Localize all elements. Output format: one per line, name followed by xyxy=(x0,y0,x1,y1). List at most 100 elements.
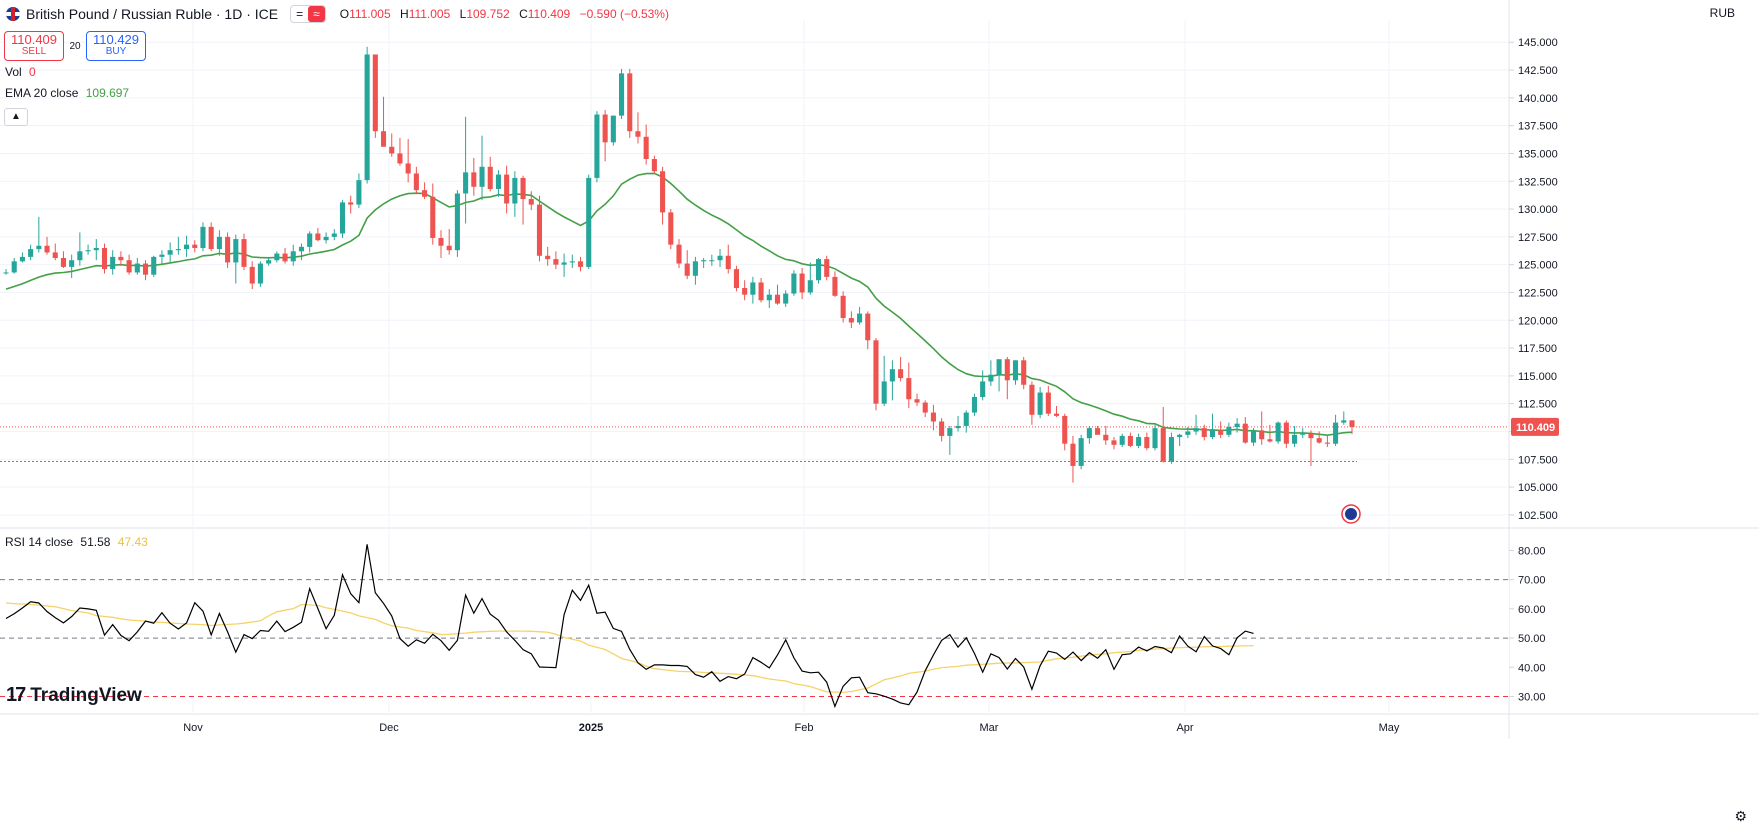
buy-button[interactable]: 110.429 BUY xyxy=(86,31,146,61)
candle-body xyxy=(1349,420,1355,427)
candle-body xyxy=(1070,443,1076,466)
candle-body xyxy=(1292,434,1298,444)
candle-body xyxy=(307,233,313,247)
candle-body xyxy=(36,245,42,250)
candle-body xyxy=(184,244,190,250)
candle-body xyxy=(364,54,370,181)
candle-body xyxy=(151,256,157,275)
rsi-tick-label: 30.00 xyxy=(1518,691,1546,703)
time-tick-label: Mar xyxy=(980,722,999,734)
candle-body xyxy=(1242,423,1248,443)
equals-icon[interactable]: = xyxy=(296,7,304,21)
rsi-tick-label: 40.00 xyxy=(1518,662,1546,674)
candle-body xyxy=(323,236,329,241)
candle-body xyxy=(405,163,411,174)
rsi-tick-label: 70.00 xyxy=(1518,575,1546,587)
candle-body xyxy=(717,255,723,261)
symbol-title[interactable]: British Pound / Russian Ruble · 1D · ICE xyxy=(26,6,279,22)
candle-body xyxy=(1308,433,1314,439)
candle-body xyxy=(750,282,756,295)
ema-value: 109.697 xyxy=(85,86,130,100)
candle-body xyxy=(643,136,649,160)
ema-legend[interactable]: EMA 20 close 109.697 xyxy=(5,86,129,100)
rsi-tick-label: 80.00 xyxy=(1518,545,1546,557)
candle-body xyxy=(1119,435,1125,445)
candle-body xyxy=(1201,428,1207,438)
candle-body xyxy=(315,233,321,241)
candle-body xyxy=(1234,423,1240,428)
approx-icon[interactable]: ≈ xyxy=(308,6,325,22)
candle-body xyxy=(192,244,198,248)
volume-legend[interactable]: Vol 0 xyxy=(5,65,36,79)
time-tick-label: Dec xyxy=(379,722,399,734)
candle-body xyxy=(52,252,58,258)
spread-value: 20 xyxy=(69,40,81,52)
buy-price: 110.429 xyxy=(92,32,140,47)
candle-body xyxy=(389,146,395,154)
candle-body xyxy=(594,114,600,178)
candle-body xyxy=(1333,422,1339,444)
rsi-ma-value: 47.43 xyxy=(117,535,148,549)
price-tick-label: 125.000 xyxy=(1518,260,1558,272)
candle-body xyxy=(815,259,822,281)
time-tick-label: Apr xyxy=(1176,722,1193,734)
price-tick-label: 142.500 xyxy=(1518,65,1558,77)
candle-body xyxy=(446,245,452,251)
candle-body xyxy=(159,254,165,257)
last-price-tag xyxy=(1511,417,1559,436)
candle-body xyxy=(77,251,83,261)
vol-value: 0 xyxy=(29,65,36,79)
sell-button[interactable]: 110.409 SELL xyxy=(4,31,64,61)
price-tick-label: 137.500 xyxy=(1518,121,1558,133)
high-label: H xyxy=(400,7,409,21)
candle-body xyxy=(545,255,551,260)
candle-body xyxy=(1259,430,1265,440)
compare-pill[interactable]: = ≈ xyxy=(290,5,326,23)
candle-body xyxy=(536,204,543,256)
gear-icon[interactable]: ⚙ xyxy=(1734,808,1747,824)
currency-label[interactable]: RUB xyxy=(1709,6,1735,20)
candle-body xyxy=(1012,360,1019,381)
candle-body xyxy=(216,236,222,250)
time-tick-label: May xyxy=(1379,722,1400,734)
candle-body xyxy=(372,54,378,132)
candle-body xyxy=(660,171,666,213)
candle-body xyxy=(274,253,280,261)
candle-body xyxy=(963,412,969,426)
candle-body xyxy=(282,253,288,262)
change-value: −0.590 (−0.53%) xyxy=(579,7,669,21)
candle-body xyxy=(3,272,9,274)
candle-body xyxy=(996,359,1002,375)
tradingview-logo-icon: 17 xyxy=(6,684,26,706)
candle-body xyxy=(586,177,592,267)
candle-body xyxy=(69,260,75,267)
candle-body xyxy=(881,381,887,404)
candle-body xyxy=(939,421,945,436)
chevron-up-icon[interactable]: ▲ xyxy=(4,108,28,126)
candle-body xyxy=(504,174,510,204)
candle-body xyxy=(471,172,477,187)
candle-body xyxy=(889,369,895,382)
candle-body xyxy=(126,260,132,273)
candle-body xyxy=(783,293,789,304)
rsi-legend[interactable]: RSI 14 close 51.58 47.43 xyxy=(5,535,148,549)
candle-body xyxy=(1324,442,1330,444)
candle-body xyxy=(60,257,66,267)
candle-body xyxy=(898,369,904,379)
candle-body xyxy=(980,381,986,397)
candle-body xyxy=(528,199,534,205)
candle-body xyxy=(602,114,608,143)
candle-body xyxy=(807,280,813,293)
sell-label: SELL xyxy=(21,46,47,57)
candle-body xyxy=(561,262,567,265)
candle-body xyxy=(799,273,805,293)
candle-body xyxy=(1152,428,1158,449)
tradingview-logo[interactable]: 17 TradingView xyxy=(6,684,142,707)
candle-body xyxy=(857,313,863,323)
candle-body xyxy=(569,261,575,263)
candle-body xyxy=(1004,359,1010,381)
candle-body xyxy=(1209,430,1216,438)
candle-body xyxy=(1095,428,1101,435)
ohlc-readout: O111.005 H111.005 L109.752 C110.409 −0.5… xyxy=(340,7,669,21)
